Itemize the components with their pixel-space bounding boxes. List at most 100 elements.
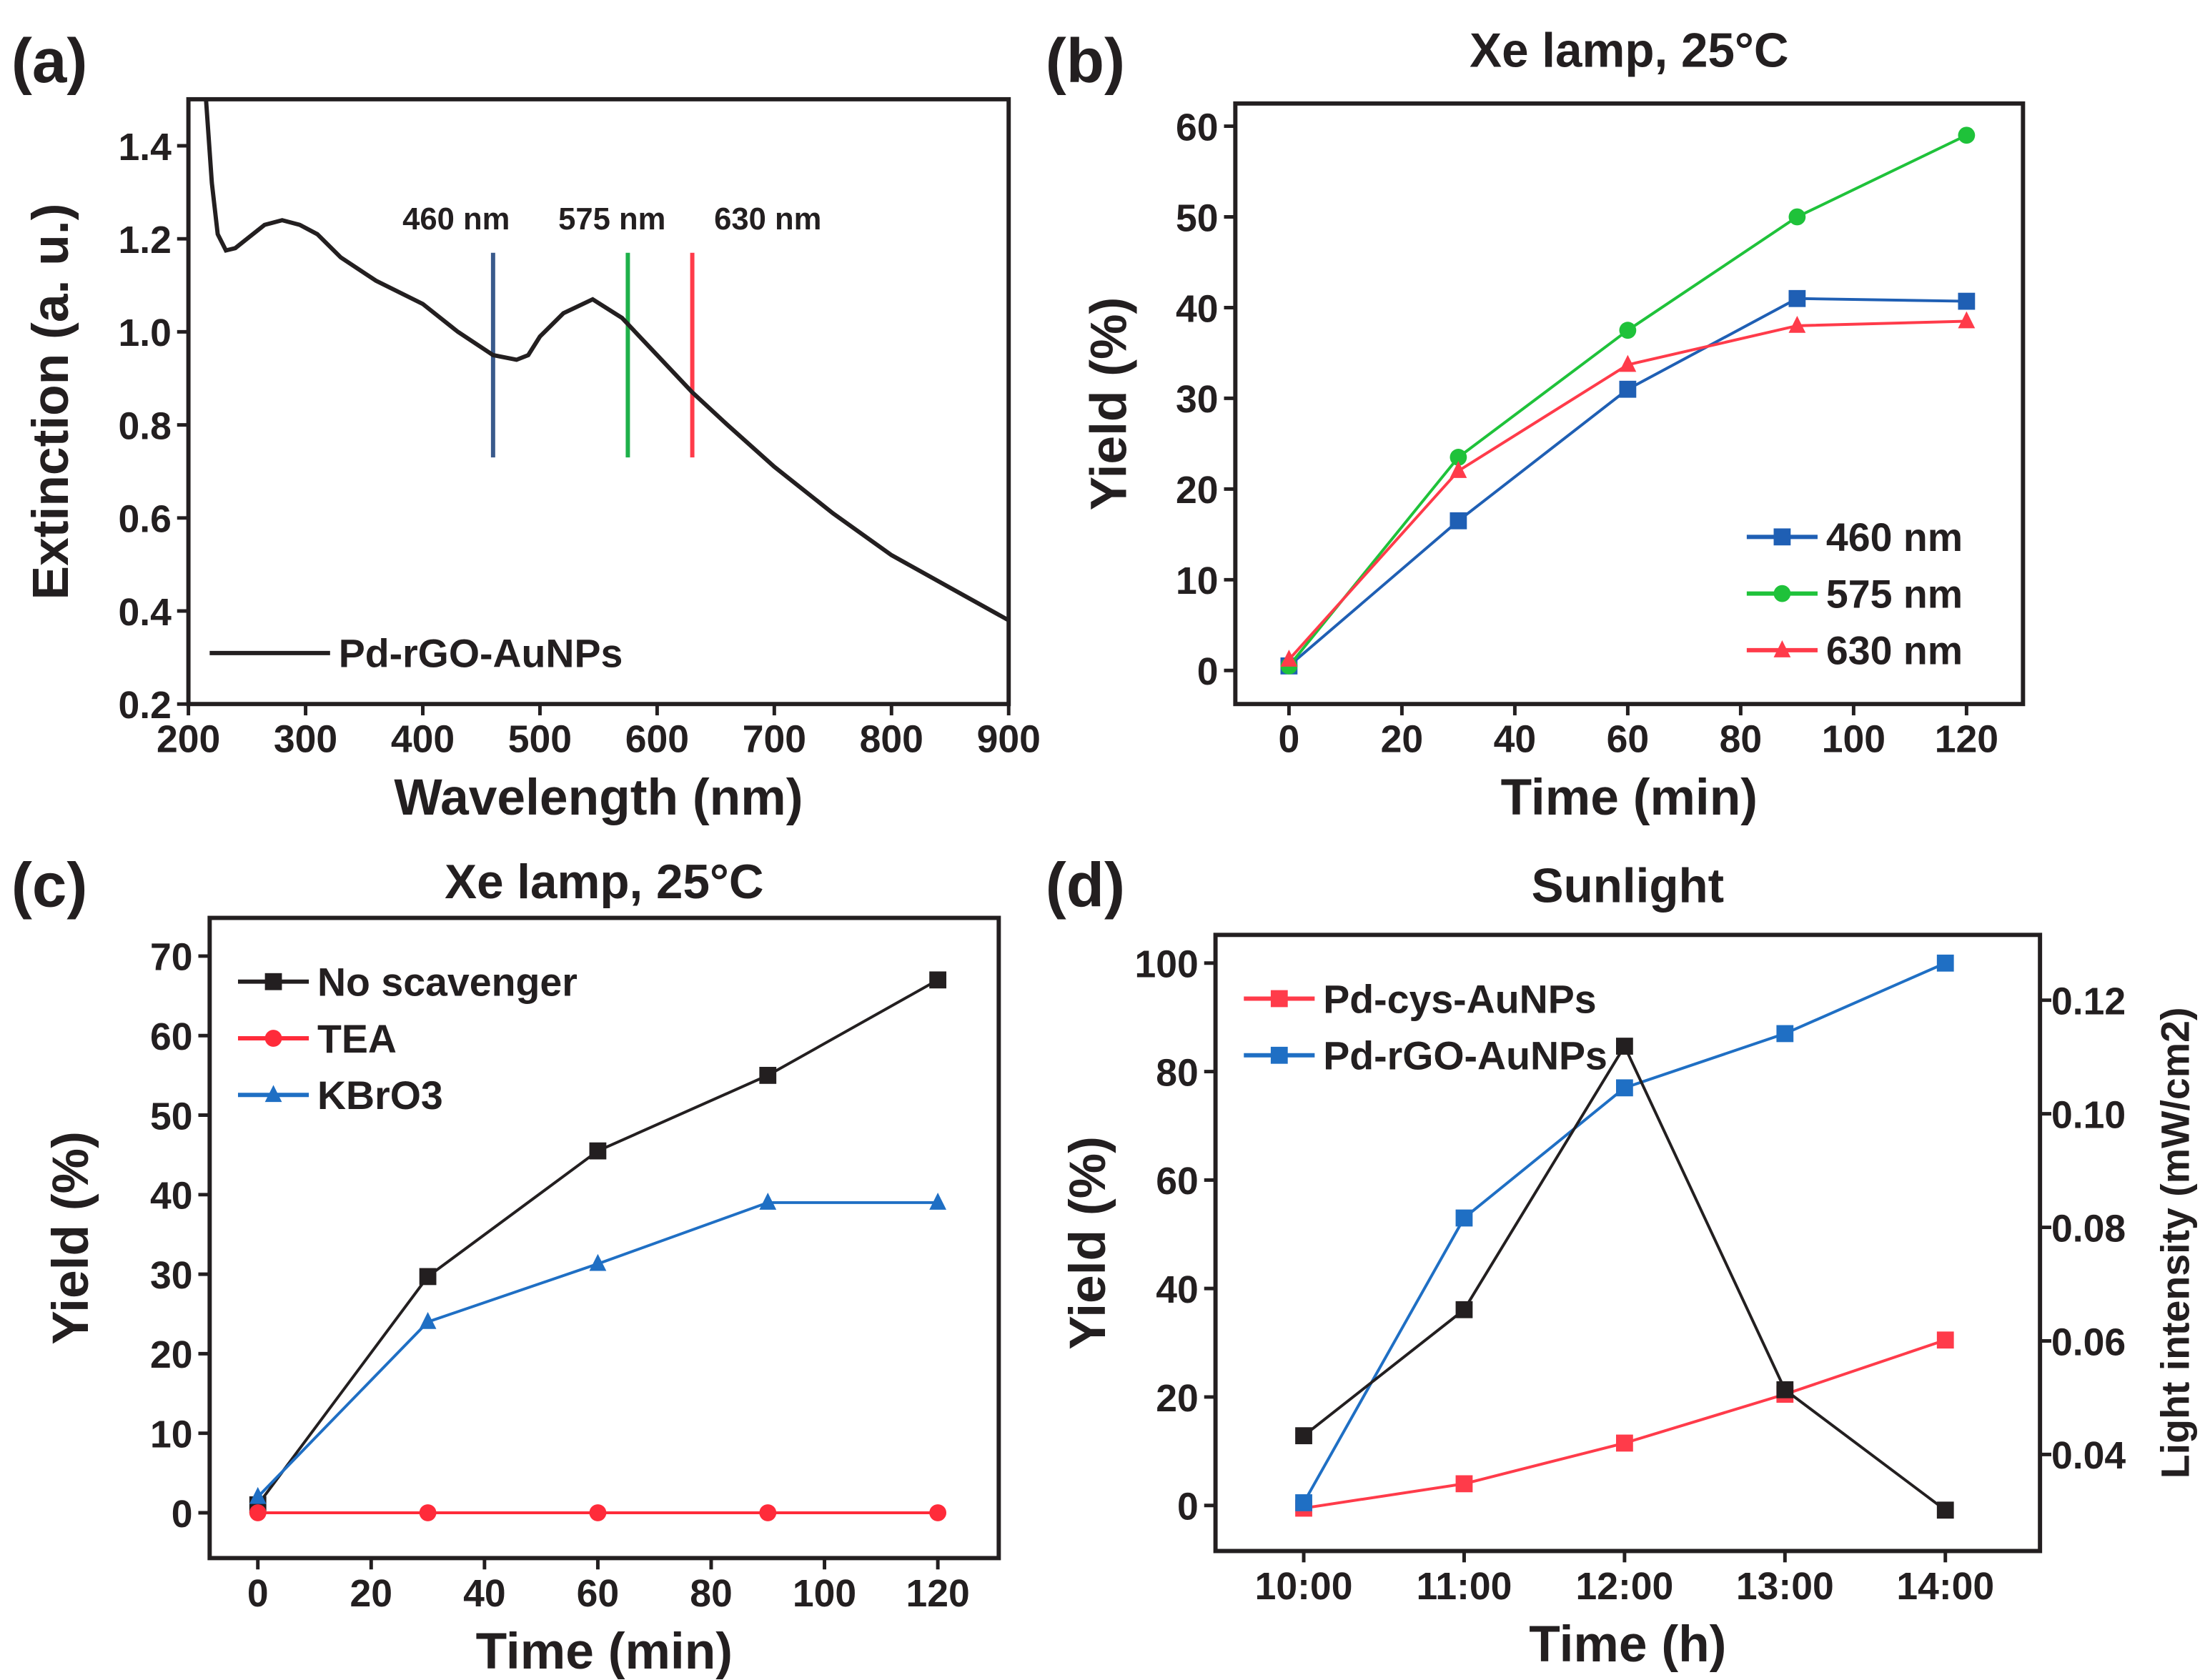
data-point <box>1455 1301 1473 1318</box>
panel-label: (d) <box>1046 851 1125 920</box>
wavelength-annotation: 630 nm <box>714 202 821 237</box>
data-point <box>929 1504 947 1521</box>
chart-title: Sunlight <box>1532 860 1724 913</box>
legend-label: 630 nm <box>1826 629 1963 673</box>
y2-axis-label: Light intensity (mW/cm2) <box>2153 1008 2197 1479</box>
series-line <box>204 99 1010 622</box>
y-tick-label: 0.2 <box>118 685 171 727</box>
data-point <box>1936 954 1954 972</box>
x-tick-label: 40 <box>1494 719 1537 761</box>
x-tick-label: 0 <box>1279 719 1300 761</box>
x-tick-label: 120 <box>906 1573 969 1615</box>
plot-frame <box>1213 933 2043 1554</box>
data-point <box>264 1085 282 1103</box>
x-tick-label: 600 <box>625 719 689 761</box>
data-point <box>759 1066 777 1084</box>
y-tick-label: 1.2 <box>118 219 171 262</box>
data-point <box>1619 380 1637 398</box>
y-tick-label: 1.4 <box>118 126 172 169</box>
data-point <box>1936 1331 1954 1349</box>
y-tick-label: 10 <box>150 1413 193 1456</box>
y-tick-label: 40 <box>1156 1269 1199 1311</box>
chart-panel-c: (c) Xe lamp, 25°C 0 20 40 60 80 100 120 0 10 20 30 40… <box>11 851 1001 1680</box>
x-axis-label: Wavelength (nm) <box>394 769 803 826</box>
x-tick-label: 100 <box>793 1573 856 1615</box>
x-tick-label: 60 <box>1607 719 1650 761</box>
y-axis-label: Yield (%) <box>1059 1136 1116 1350</box>
y-tick-label: 70 <box>150 937 193 979</box>
x-tick-label: 900 <box>977 719 1041 761</box>
y-tick-label: 20 <box>1156 1378 1199 1420</box>
panel-label: (a) <box>11 26 88 96</box>
data-point <box>1619 354 1637 372</box>
y-tick-label: 0 <box>172 1493 193 1536</box>
chart-panel-a: (a) 200 300 400 500 600 700 800 900 0.2 0.4 0.6 0.8 1… <box>11 26 1041 826</box>
x-tick-label: 300 <box>274 719 337 761</box>
data-point <box>1455 1475 1473 1493</box>
x-tick-label: 800 <box>860 719 923 761</box>
x-axis-label: Time (min) <box>1501 769 1758 826</box>
x-axis-label: Time (h) <box>1529 1616 1726 1673</box>
y-tick-label: 80 <box>1156 1052 1199 1094</box>
series-line <box>257 1201 938 1498</box>
data-point <box>1788 315 1806 333</box>
data-point <box>929 1193 947 1210</box>
x-tick-label: 10:00 <box>1255 1566 1353 1608</box>
chart-panel-b: (b) Xe lamp, 25°C 0 20 40 60 80 100 120 0 10 20 30 40… <box>1046 24 2026 826</box>
data-point <box>1958 311 1976 329</box>
x-tick-label: 80 <box>1720 719 1763 761</box>
x-tick-label: 200 <box>157 719 220 761</box>
data-point <box>1773 528 1791 546</box>
x-axis-label: Time (min) <box>476 1623 733 1680</box>
data-point <box>589 1253 607 1271</box>
data-point <box>1450 512 1467 530</box>
data-point <box>929 971 947 989</box>
data-point <box>1936 1501 1954 1519</box>
data-point <box>249 1504 267 1521</box>
data-point <box>1615 1079 1633 1097</box>
data-point <box>759 1193 777 1210</box>
data-point <box>249 1486 267 1504</box>
y-tick-label: 60 <box>150 1016 193 1058</box>
y2-tick-label: 0.08 <box>2051 1208 2126 1250</box>
data-point <box>1455 1209 1473 1227</box>
y-tick-label: 30 <box>150 1255 193 1297</box>
legend-label: 460 nm <box>1826 515 1963 560</box>
data-point <box>1788 208 1806 226</box>
data-point <box>1776 1025 1794 1043</box>
data-point <box>1958 292 1976 310</box>
legend-label: Pd-rGO-AuNPs <box>339 632 623 676</box>
y2-tick-label: 0.06 <box>2051 1321 2126 1363</box>
series-line <box>1303 1338 1946 1510</box>
y2-tick-label: 0.12 <box>2051 981 2126 1023</box>
data-point <box>1776 1381 1794 1398</box>
data-point <box>1773 585 1791 602</box>
x-tick-label: 13:00 <box>1736 1566 1834 1608</box>
x-tick-label: 40 <box>463 1573 506 1615</box>
y-tick-label: 0.8 <box>118 405 171 447</box>
chart-panel-d: (d) Sunlight 10:00 11:00 12:00 13:00 14:00 0 20 4… <box>1046 851 2198 1673</box>
y-tick-label: 10 <box>1176 560 1219 602</box>
legend-label: TEA <box>317 1017 397 1061</box>
y-tick-label: 20 <box>150 1334 193 1376</box>
data-point <box>264 1030 282 1047</box>
wavelength-annotation: 460 nm <box>402 202 510 237</box>
x-tick-label: 12:00 <box>1575 1566 1673 1608</box>
y-tick-label: 40 <box>150 1175 193 1218</box>
y-tick-label: 0.4 <box>118 592 172 634</box>
data-point <box>1280 650 1298 667</box>
x-tick-label: 20 <box>1381 719 1424 761</box>
y-tick-label: 50 <box>1176 197 1219 239</box>
x-tick-label: 14:00 <box>1896 1566 1994 1608</box>
y-tick-label: 0 <box>1197 651 1219 693</box>
x-tick-label: 80 <box>690 1573 733 1615</box>
x-tick-label: 60 <box>577 1573 620 1615</box>
plot-frame <box>186 96 1011 707</box>
y-tick-label: 40 <box>1176 288 1219 330</box>
y-tick-label: 0.6 <box>118 499 171 541</box>
x-tick-label: 700 <box>743 719 806 761</box>
y-tick-label: 100 <box>1135 944 1199 986</box>
legend-label: Pd-rGO-AuNPs <box>1323 1034 1607 1078</box>
y-tick-label: 50 <box>150 1095 193 1138</box>
